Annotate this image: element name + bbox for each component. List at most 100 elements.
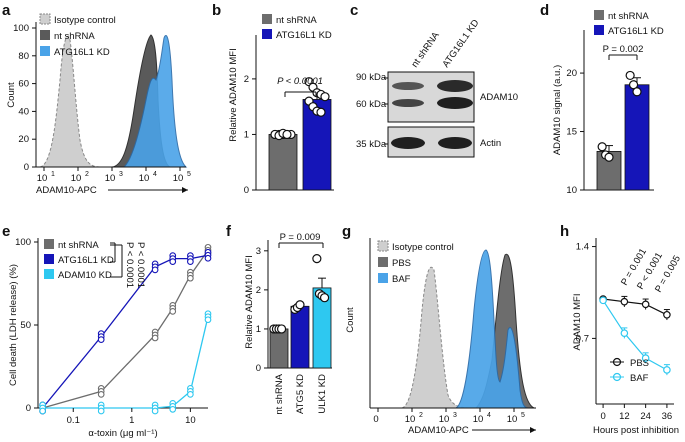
- line-h-0: [603, 298, 668, 316]
- marker-90: 90 kDa: [356, 72, 387, 83]
- point-h-1: [641, 354, 650, 362]
- point-h-1: [620, 329, 629, 337]
- a-xtick-exp: 4: [153, 171, 157, 178]
- ytick-label-e: 100: [15, 237, 31, 248]
- panel-e-label: e: [2, 223, 10, 240]
- histogram-g-baf: [455, 249, 529, 409]
- line-e-2: [42, 316, 209, 409]
- panel-h-label: h: [560, 223, 569, 240]
- g-xtick-exp: 5: [521, 412, 525, 419]
- xtick-label-e: 0.1: [67, 415, 80, 426]
- point-e-1: [151, 266, 159, 274]
- a-xtick-exp: 3: [119, 171, 123, 178]
- f-xtick-label: nt shRNA: [274, 373, 285, 414]
- g-xtick-exp: 3: [453, 412, 457, 419]
- panel-d-yticks: 10 15 20: [566, 68, 584, 196]
- legend-swatch-b-nt: [262, 14, 272, 24]
- g-xtick-exp: 4: [487, 412, 491, 419]
- ytick-label-b: 0: [244, 185, 249, 196]
- panel-e: e Cell death (LDH release) (%) 0 50 100 0.…: [2, 223, 212, 439]
- ytick-label-h: 0.7: [576, 333, 589, 344]
- panel-e-ylabel: Cell death (LDH release) (%): [8, 264, 19, 386]
- legend-swatch-b-atg: [262, 29, 272, 39]
- legend-h-baf: BAF: [630, 373, 649, 384]
- band-nt-actin: [391, 137, 425, 149]
- panel-c-label: c: [350, 2, 358, 19]
- legend-d-atg: ATG16L1 KD: [608, 26, 664, 37]
- histogram-isotype: [39, 35, 101, 168]
- panel-b-yticks: 0 1 2: [244, 74, 256, 196]
- panel-b-label: b: [212, 2, 221, 19]
- a-xtick-exp: 2: [85, 171, 89, 178]
- panel-h-xlabel: Hours post inhibition: [593, 425, 679, 436]
- legend-g-baf: BAF: [392, 274, 411, 285]
- a-ytick-label: 100: [13, 23, 29, 34]
- panel-h: h ADAM10 MFI 0.7 1.4 0 12 24 36 Hours post i…: [560, 223, 683, 436]
- a-ytick-label: 60: [18, 79, 29, 90]
- point-h-0: [620, 297, 629, 306]
- panel-a-arrowhead: [182, 187, 188, 193]
- point-b: [320, 92, 330, 102]
- legend-swatch-e-nt: [44, 239, 54, 249]
- panel-f-xticks: nt shRNA ATG5 KD ULK1 KD: [274, 373, 328, 414]
- bar-f-0: [269, 328, 289, 369]
- panel-b-ylabel: Relative ADAM10 MFI: [228, 48, 239, 141]
- point-e-1: [169, 258, 177, 265]
- legend-swatch-g-iso: [377, 240, 389, 252]
- point-h-0: [663, 310, 671, 319]
- point-f: [276, 324, 287, 334]
- band-label-actin: Actin: [480, 138, 501, 149]
- panel-c: c nt shRNA ATG16L1 KD 90 kDa 60 kDa 35 k…: [350, 2, 518, 158]
- panel-e-xticks: 0.1 1 10: [67, 408, 196, 426]
- ytick-label-f: 0: [256, 363, 261, 374]
- band-nt-90: [392, 82, 424, 90]
- panel-e-yticks: 0 50 100: [15, 237, 38, 414]
- panel-d-chart: [596, 70, 650, 191]
- panel-a-label: a: [2, 2, 11, 19]
- point-f: [295, 300, 305, 310]
- panel-f-ylabel: Relative ADAM10 MFI: [244, 255, 255, 348]
- a-xtick-label: 10: [37, 173, 48, 184]
- point-d: [632, 87, 642, 97]
- panel-g-ylabel: Count: [345, 307, 356, 333]
- g-xtick-exp: 2: [419, 412, 423, 419]
- a-ytick-label: 80: [18, 51, 29, 62]
- a-ytick-label: 20: [18, 134, 29, 145]
- legend-swatch-g-baf: [378, 273, 388, 283]
- g-xtick-label: 10: [439, 414, 450, 425]
- point-f: [319, 293, 330, 303]
- panel-e-chart: [39, 243, 212, 415]
- point-e-0: [151, 334, 159, 342]
- panel-g-xlabel: ADAM10-APC: [408, 425, 469, 436]
- panel-d-label: d: [540, 2, 549, 19]
- panel-a-ylabel: Count: [6, 82, 17, 108]
- bar-b-0: [268, 134, 298, 191]
- panel-h-yticks: 0.7 1.4: [576, 242, 596, 344]
- a-xtick-label: 10: [173, 173, 184, 184]
- xtick-label-e: 1: [129, 415, 134, 426]
- line-h-1: [602, 300, 668, 371]
- legend-swatch-g-pbs: [378, 257, 388, 267]
- band-label-adam10: ADAM10: [480, 92, 518, 103]
- point-e-0: [169, 308, 177, 315]
- f-xtick-label: ATG5 KD: [295, 374, 306, 414]
- panel-h-xticks: 0 12 24 36: [600, 404, 672, 422]
- ytick-label-e: 50: [20, 320, 31, 331]
- point-h-0: [641, 300, 650, 309]
- histogram-atg16l1-kd: [122, 35, 188, 168]
- point-e-1: [204, 254, 212, 262]
- point-b: [316, 107, 326, 117]
- panel-a-xlabel: ADAM10-APC: [36, 185, 97, 196]
- point-d: [597, 142, 607, 152]
- point-f: [312, 254, 322, 264]
- point-e-2: [151, 407, 159, 415]
- a-xtick-label: 10: [105, 173, 116, 184]
- xtick-label-h: 0: [600, 411, 605, 422]
- legend-swatch-d-atg: [594, 25, 604, 35]
- legend-swatch-d-nt: [594, 10, 604, 20]
- marker-35: 35 kDa: [356, 139, 387, 150]
- legend-swatch-isotype: [39, 13, 51, 25]
- ytick-label-d: 20: [566, 68, 577, 79]
